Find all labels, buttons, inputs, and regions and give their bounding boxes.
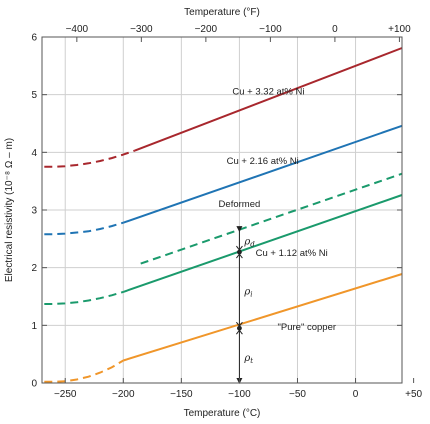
y-tick-label: 3 bbox=[31, 206, 37, 217]
x-tick-label-top: −400 bbox=[66, 24, 89, 35]
rho-t-label: ρt bbox=[243, 353, 253, 365]
x-tick-label-bottom: +50 bbox=[405, 389, 422, 400]
series-0-dashed-line bbox=[44, 151, 135, 167]
x-tick-label-bottom: −100 bbox=[228, 389, 251, 400]
x-tick-label-top: −200 bbox=[195, 24, 218, 35]
series-1-dashed-line bbox=[44, 223, 123, 235]
y-tick-label: 1 bbox=[31, 321, 37, 332]
series-label-1: Cu + 2.16 at% Ni bbox=[227, 156, 299, 167]
x-axis-title-top: Temperature (°F) bbox=[184, 7, 260, 18]
series-label-2: Deformed bbox=[219, 199, 261, 210]
x-tick-label-bottom: −200 bbox=[112, 389, 135, 400]
series-3-dashed-line bbox=[44, 292, 123, 304]
series-layer bbox=[44, 48, 402, 382]
y-axis-title: Electrical resistivity (10⁻⁸ Ω – m) bbox=[4, 138, 15, 282]
ticks-layer: 0 1 2 3 4 5 6 −250 −200 −150 −100 −50 0 +50 −400 −300 −2… bbox=[31, 24, 422, 400]
x-tick-label-bottom: −50 bbox=[289, 389, 306, 400]
series-4-solid-line bbox=[123, 274, 402, 361]
y-tick-label: 5 bbox=[31, 90, 37, 101]
y-tick-label: 0 bbox=[31, 379, 37, 390]
rho-subscript: t bbox=[250, 357, 253, 365]
series-label-3: Cu + 1.12 at% Ni bbox=[256, 248, 328, 259]
x-tick-label-bottom: 0 bbox=[353, 389, 359, 400]
x-tick-label-top: +100 bbox=[388, 24, 411, 35]
rho-subscript: d bbox=[250, 241, 255, 249]
series-0-solid-line bbox=[135, 48, 402, 151]
rho-d-label: ρd bbox=[243, 237, 255, 249]
series-label-4: "Pure" copper bbox=[278, 322, 337, 333]
x-tick-label-bottom: −250 bbox=[54, 389, 77, 400]
series-4-dashed-line bbox=[44, 361, 123, 382]
x-tick-label-top: −300 bbox=[130, 24, 153, 35]
rho-i-label: ρi bbox=[243, 287, 252, 299]
x-tick-label-top: 0 bbox=[332, 24, 338, 35]
y-tick-label: 6 bbox=[31, 33, 37, 44]
y-tick-label: 4 bbox=[31, 148, 37, 159]
series-1-solid-line bbox=[123, 126, 402, 223]
rho-marker-layer: ρd ρi ρt bbox=[236, 229, 255, 381]
series-label-0: Cu + 3.32 at% Ni bbox=[232, 87, 304, 98]
rho-subscript: i bbox=[250, 291, 252, 299]
x-tick-label-top: −100 bbox=[259, 24, 282, 35]
x-axis-title-bottom: Temperature (°C) bbox=[184, 408, 261, 419]
y-tick-label: 2 bbox=[31, 263, 37, 274]
x-tick-label-bottom: −150 bbox=[170, 389, 193, 400]
